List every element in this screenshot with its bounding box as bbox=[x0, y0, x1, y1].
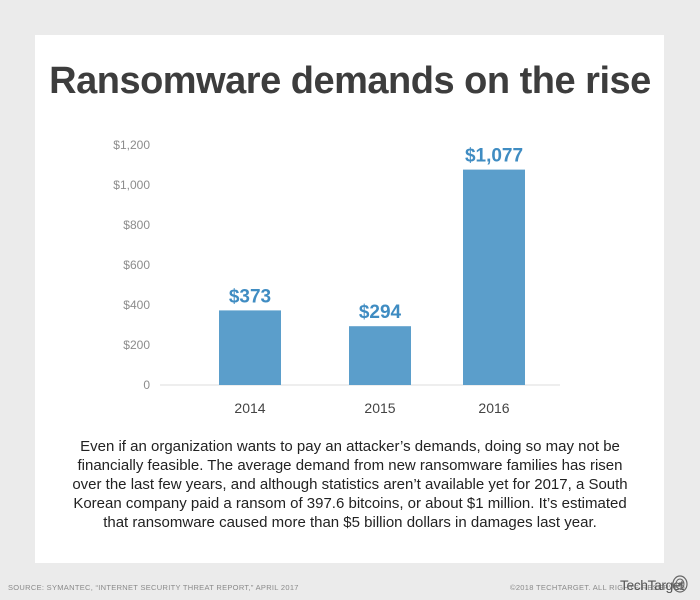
x-axis: 2014 2015 2016 bbox=[234, 400, 509, 416]
eye-logo-icon bbox=[672, 575, 688, 593]
y-axis: 0 $200 $400 $600 $800 $1,000 $1,200 bbox=[113, 138, 150, 392]
y-tick-label: $400 bbox=[123, 298, 150, 312]
y-tick-label: $1,200 bbox=[113, 138, 150, 152]
bar bbox=[463, 169, 525, 385]
brand-logo-text: TechTarget bbox=[620, 577, 684, 593]
data-label: $294 bbox=[359, 302, 402, 323]
page-title: Ransomware demands on the rise bbox=[49, 60, 651, 102]
y-tick-label: $200 bbox=[123, 338, 150, 352]
bar bbox=[349, 326, 411, 385]
x-tick-label: 2016 bbox=[478, 400, 509, 416]
y-tick-label: $1,000 bbox=[113, 178, 150, 192]
bars: $373 $294 $1,077 bbox=[219, 146, 525, 385]
copyright-note: ©2018 TECHTARGET. ALL RIGHTS RESERVED bbox=[510, 583, 686, 592]
description-text: Even if an organization wants to pay an … bbox=[72, 438, 628, 531]
data-label: $373 bbox=[229, 286, 271, 307]
y-tick-label: $800 bbox=[123, 218, 150, 232]
source-note: SOURCE: SYMANTEC, “INTERNET SECURITY THR… bbox=[8, 583, 299, 592]
infographic-card bbox=[35, 35, 664, 563]
y-tick-label: 0 bbox=[143, 378, 150, 392]
bar bbox=[219, 310, 281, 385]
y-tick-label: $600 bbox=[123, 258, 150, 272]
x-tick-label: 2015 bbox=[364, 400, 395, 416]
x-tick-label: 2014 bbox=[234, 400, 265, 416]
data-label: $1,077 bbox=[465, 146, 523, 167]
